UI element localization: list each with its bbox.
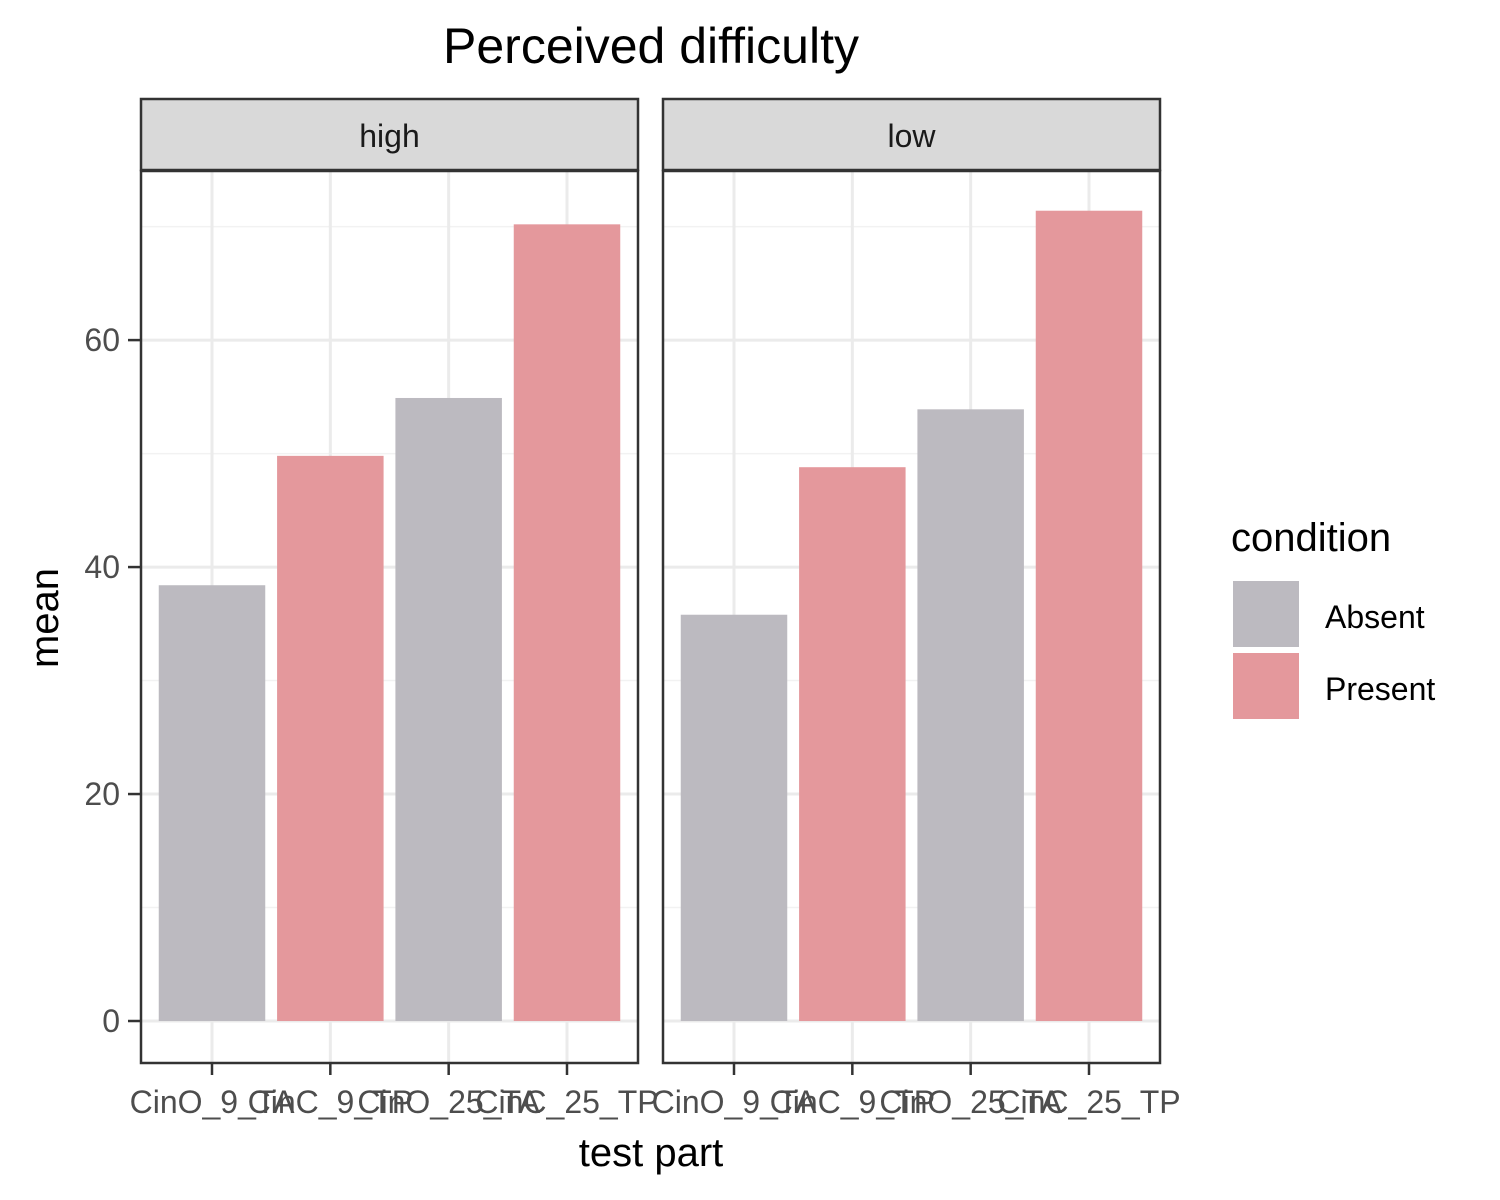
bar-low-CinO_9_TA <box>680 614 788 1022</box>
bar-high-CinC_25_TP <box>513 224 621 1022</box>
x-tick-label: CinO_9_TA <box>130 1084 295 1120</box>
x-tick-label: CinO_25_TA <box>879 1084 1062 1120</box>
legend-label-present: Present <box>1325 671 1435 707</box>
facet-strip-label: high <box>359 118 420 154</box>
y-tick-label: 20 <box>84 776 120 812</box>
x-axis-title: test part <box>579 1131 724 1175</box>
bar-low-CinO_25_TA <box>917 409 1024 1022</box>
legend-label-absent: Absent <box>1325 599 1425 635</box>
facet-panel-low: low CinO_9_TACinC_9_TPCinO_25_TACinC_25_T… <box>652 97 1181 1120</box>
y-axis-title: mean <box>23 568 67 668</box>
x-tick-label: CinC_9_TP <box>770 1084 935 1120</box>
x-tick-label: CinC_25_TP <box>475 1084 658 1120</box>
facet-panels: highCinO_9_TACinC_9_TPCinO_25_TACinC_25_… <box>130 97 1181 1120</box>
legend-swatch-present <box>1233 653 1299 719</box>
bar-high-CinC_9_TP <box>277 455 384 1022</box>
chart-title: Perceived difficulty <box>443 18 859 74</box>
bar-high-CinO_9_TA <box>158 585 266 1022</box>
legend-title: condition <box>1231 516 1391 560</box>
x-tick-label: CinC_9_TP <box>248 1084 413 1120</box>
bar-low-CinC_25_TP <box>1035 210 1143 1022</box>
x-tick-label: CinO_25_TA <box>357 1084 540 1120</box>
x-tick-label: CinC_25_TP <box>997 1084 1180 1120</box>
y-tick-label: 0 <box>102 1003 120 1039</box>
bar-high-CinO_25_TA <box>395 397 502 1022</box>
facet-strip <box>139 97 640 172</box>
y-tick-label: 40 <box>84 549 120 585</box>
y-tick-label: 60 <box>84 322 120 358</box>
facet-panel-high: high CinO_9_TACinC_9_TPCinO_25_TACinC_25_… <box>130 97 659 1120</box>
legend: condition Absent Present <box>1231 516 1435 719</box>
x-tick-label: CinO_9_TA <box>652 1084 817 1120</box>
facet-strip-label: low <box>887 118 936 154</box>
facet-strip <box>661 97 1162 172</box>
y-axis: 0 20 40 60 <box>84 322 141 1039</box>
legend-swatch-absent <box>1233 581 1299 647</box>
bar-low-CinC_9_TP <box>799 467 906 1022</box>
